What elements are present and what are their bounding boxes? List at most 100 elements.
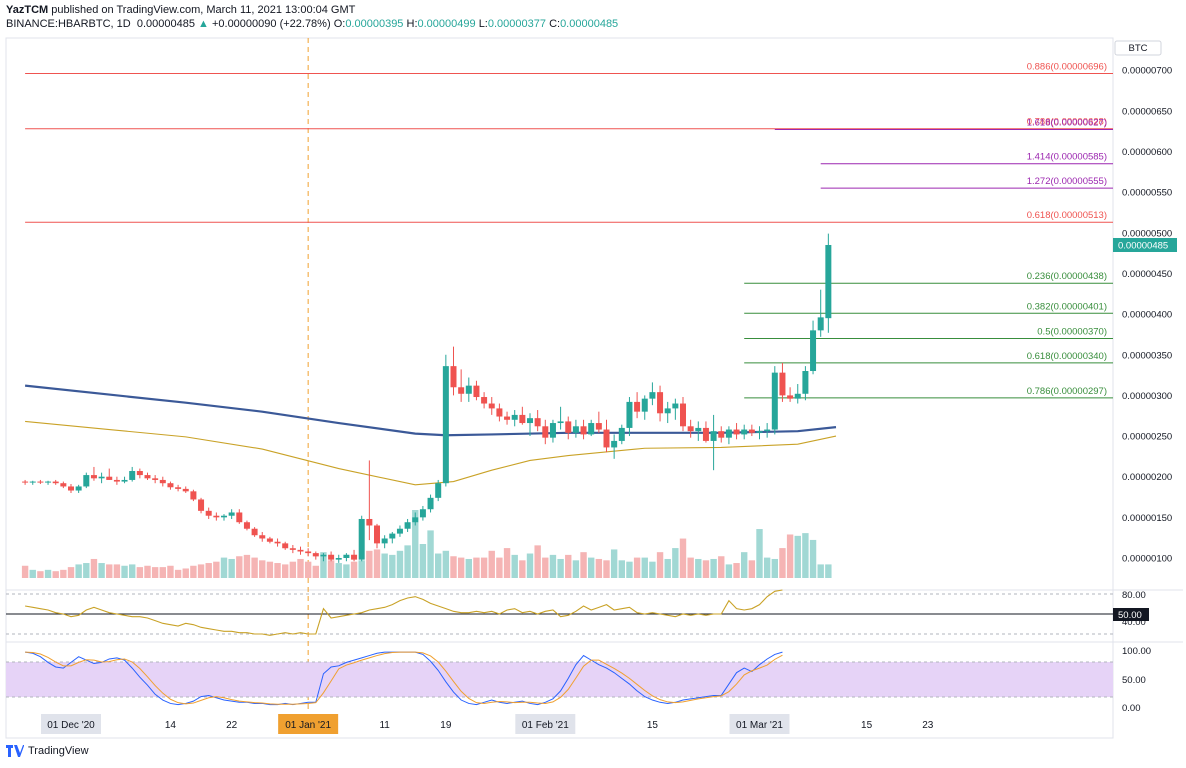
candle-body xyxy=(810,330,817,372)
volume-bar xyxy=(381,553,388,578)
x-tick-label: 23 xyxy=(922,720,934,731)
candle-body xyxy=(213,515,220,518)
low-value: 0.00000377 xyxy=(487,18,546,30)
candle-body xyxy=(534,418,541,427)
volume-bar xyxy=(327,560,335,578)
volume-bar xyxy=(37,571,44,578)
change-value: +0.00000090 (+22.78%) xyxy=(211,18,331,30)
publisher-name[interactable]: YazTCM xyxy=(6,4,49,16)
candle-body xyxy=(343,554,350,558)
candle-body xyxy=(458,387,465,394)
candle-body xyxy=(228,512,235,516)
volume-bar xyxy=(427,530,434,578)
volume-bar xyxy=(779,548,786,578)
volume-bar xyxy=(396,550,404,578)
volume-bar xyxy=(572,560,580,578)
volume-bar xyxy=(83,563,90,578)
candle-body xyxy=(465,385,472,394)
volume-bar xyxy=(557,558,564,578)
volume-bar xyxy=(641,557,648,578)
candle-body xyxy=(221,515,227,518)
y-tick-label: 0.00000600 xyxy=(1122,147,1172,158)
rsi-label-40: 40.00 xyxy=(1122,617,1146,628)
volume-bar xyxy=(450,556,457,578)
candle-body xyxy=(450,366,457,388)
volume-bar xyxy=(251,557,258,578)
stoch-label: 0.00 xyxy=(1122,703,1141,714)
y-tick-label: 0.00000400 xyxy=(1122,310,1172,321)
candle-body xyxy=(396,528,403,534)
fib-label: 1.272(0.00000555) xyxy=(1027,176,1107,187)
candle-body xyxy=(542,426,549,438)
candle-body xyxy=(748,429,755,433)
candle-body xyxy=(787,395,794,399)
volume-bar xyxy=(633,557,641,578)
close-value: 0.00000485 xyxy=(560,18,619,30)
candle-body xyxy=(289,548,296,550)
y-tick-label: 0.00000250 xyxy=(1122,432,1172,443)
ohlc-line: BINANCE:HBARBTC, 1D 0.00000485 ▲ +0.0000… xyxy=(6,18,618,30)
volume-bar xyxy=(350,561,358,578)
candle-body xyxy=(710,431,717,441)
candle-body xyxy=(259,535,266,539)
x-label-highlight xyxy=(278,714,339,734)
x-tick-label: 01 Jan '21 xyxy=(285,720,331,731)
footer: TradingView xyxy=(6,745,89,757)
volume-bar xyxy=(679,538,687,578)
up-arrow-icon: ▲ xyxy=(198,18,209,30)
chart-canvas[interactable]: 0.886(0.00000696) 0.786(0.00000628)1.618(… xyxy=(0,0,1186,740)
volume-bar xyxy=(44,569,52,578)
stoch-label: 50.00 xyxy=(1122,675,1146,686)
candle-body xyxy=(817,317,824,331)
volume-bar xyxy=(588,557,595,578)
volume-bar xyxy=(649,561,656,578)
candle-body xyxy=(335,558,342,560)
y-tick-label: 0.00000550 xyxy=(1122,188,1172,199)
volume-bar xyxy=(243,554,251,578)
volume-bar xyxy=(664,558,671,578)
candle-body xyxy=(588,423,595,435)
candle-body xyxy=(113,479,120,482)
volume-bar xyxy=(603,560,610,578)
candle-body xyxy=(664,408,671,414)
volume-bar xyxy=(733,563,740,578)
candle-body xyxy=(504,416,511,420)
candle-body xyxy=(266,538,273,542)
volume-bar xyxy=(534,545,541,578)
candle-body xyxy=(825,244,832,319)
candle-body xyxy=(634,401,641,412)
candle-body xyxy=(328,554,335,560)
candle-body xyxy=(389,533,396,539)
open-label: O: xyxy=(333,18,346,30)
volume-bar xyxy=(511,554,518,578)
x-tick-label: 22 xyxy=(226,720,238,731)
candle-body xyxy=(771,372,778,430)
candle-body xyxy=(358,518,365,560)
candle-body xyxy=(274,541,281,544)
volume-bar xyxy=(320,552,327,578)
volume-bar xyxy=(419,544,427,578)
current-price-label: 0.00000485 xyxy=(1118,240,1168,251)
candle-body xyxy=(603,429,610,448)
candle-body xyxy=(68,486,74,491)
ma200-line xyxy=(24,384,837,437)
volume-bar xyxy=(457,557,465,578)
volume-bar xyxy=(580,552,587,578)
candle-body xyxy=(236,512,243,523)
tradingview-logo-icon xyxy=(6,745,24,757)
candle-body xyxy=(98,476,105,479)
stoch-band xyxy=(6,662,1113,697)
footer-brand[interactable]: TradingView xyxy=(28,745,89,757)
volume-bar xyxy=(259,560,266,578)
volume-bar xyxy=(741,552,748,578)
x-tick-label: 15 xyxy=(647,720,659,731)
candle-body xyxy=(733,429,740,435)
candle-body xyxy=(243,522,250,529)
volume-bar xyxy=(151,567,159,578)
rsi-ref-badge xyxy=(1113,608,1149,621)
volume-bar xyxy=(725,564,733,578)
y-tick-label: 0.00000350 xyxy=(1122,350,1172,361)
symbol-label[interactable]: BINANCE:HBARBTC, 1D xyxy=(6,18,131,30)
fib-label: 0.382(0.00000401) xyxy=(1027,301,1107,312)
volume-bar xyxy=(21,565,29,578)
